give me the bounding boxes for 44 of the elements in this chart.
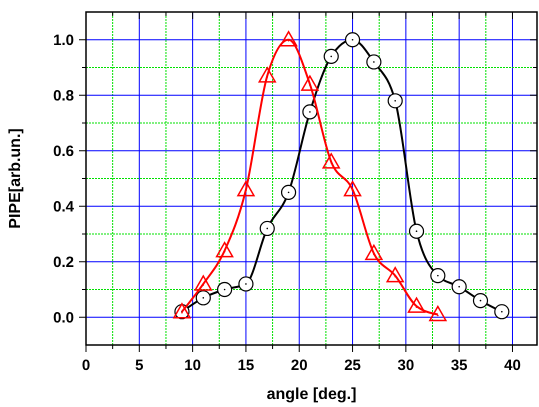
point — [408, 297, 426, 313]
point — [386, 266, 404, 282]
y-tick-label: 0.2 — [53, 254, 74, 271]
point — [217, 282, 232, 298]
point — [322, 153, 340, 169]
x-tick-label: 15 — [238, 357, 254, 374]
point — [216, 242, 234, 258]
point — [429, 306, 447, 322]
point — [388, 93, 403, 108]
x-tick-label: 25 — [344, 357, 361, 374]
x-tick-label: 20 — [290, 357, 308, 374]
point — [194, 275, 212, 291]
y-tick-label: 1.0 — [53, 32, 74, 49]
point — [301, 75, 319, 91]
x-tick-label: 0 — [82, 357, 90, 374]
point — [260, 220, 275, 236]
x-tick-label: 40 — [504, 357, 521, 374]
x-tick-label: 5 — [135, 357, 144, 374]
y-axis-title: PIPE[arb.un.] — [7, 128, 24, 229]
point — [365, 244, 383, 260]
y-tick-label: 0.6 — [53, 142, 74, 160]
point — [344, 32, 360, 48]
point — [494, 304, 510, 320]
point — [408, 224, 424, 239]
point — [238, 276, 254, 292]
point — [366, 54, 382, 70]
y-tick-label: 0.0 — [53, 309, 74, 326]
point — [196, 290, 211, 306]
point — [280, 184, 296, 200]
point — [430, 268, 446, 284]
point — [344, 180, 362, 196]
point — [302, 104, 318, 120]
point — [324, 48, 339, 64]
point — [472, 293, 488, 308]
point — [280, 31, 298, 46]
y-tick-label: 0.8 — [53, 87, 74, 104]
x-axis-title: angle [deg.] — [266, 386, 356, 403]
x-tick-label: 30 — [398, 357, 414, 374]
point — [237, 180, 255, 196]
y-tick-label: 0.4 — [53, 198, 75, 216]
point — [452, 279, 467, 294]
point — [258, 67, 276, 83]
x-tick-label: 10 — [184, 357, 201, 374]
x-tick-label: 35 — [450, 357, 468, 374]
